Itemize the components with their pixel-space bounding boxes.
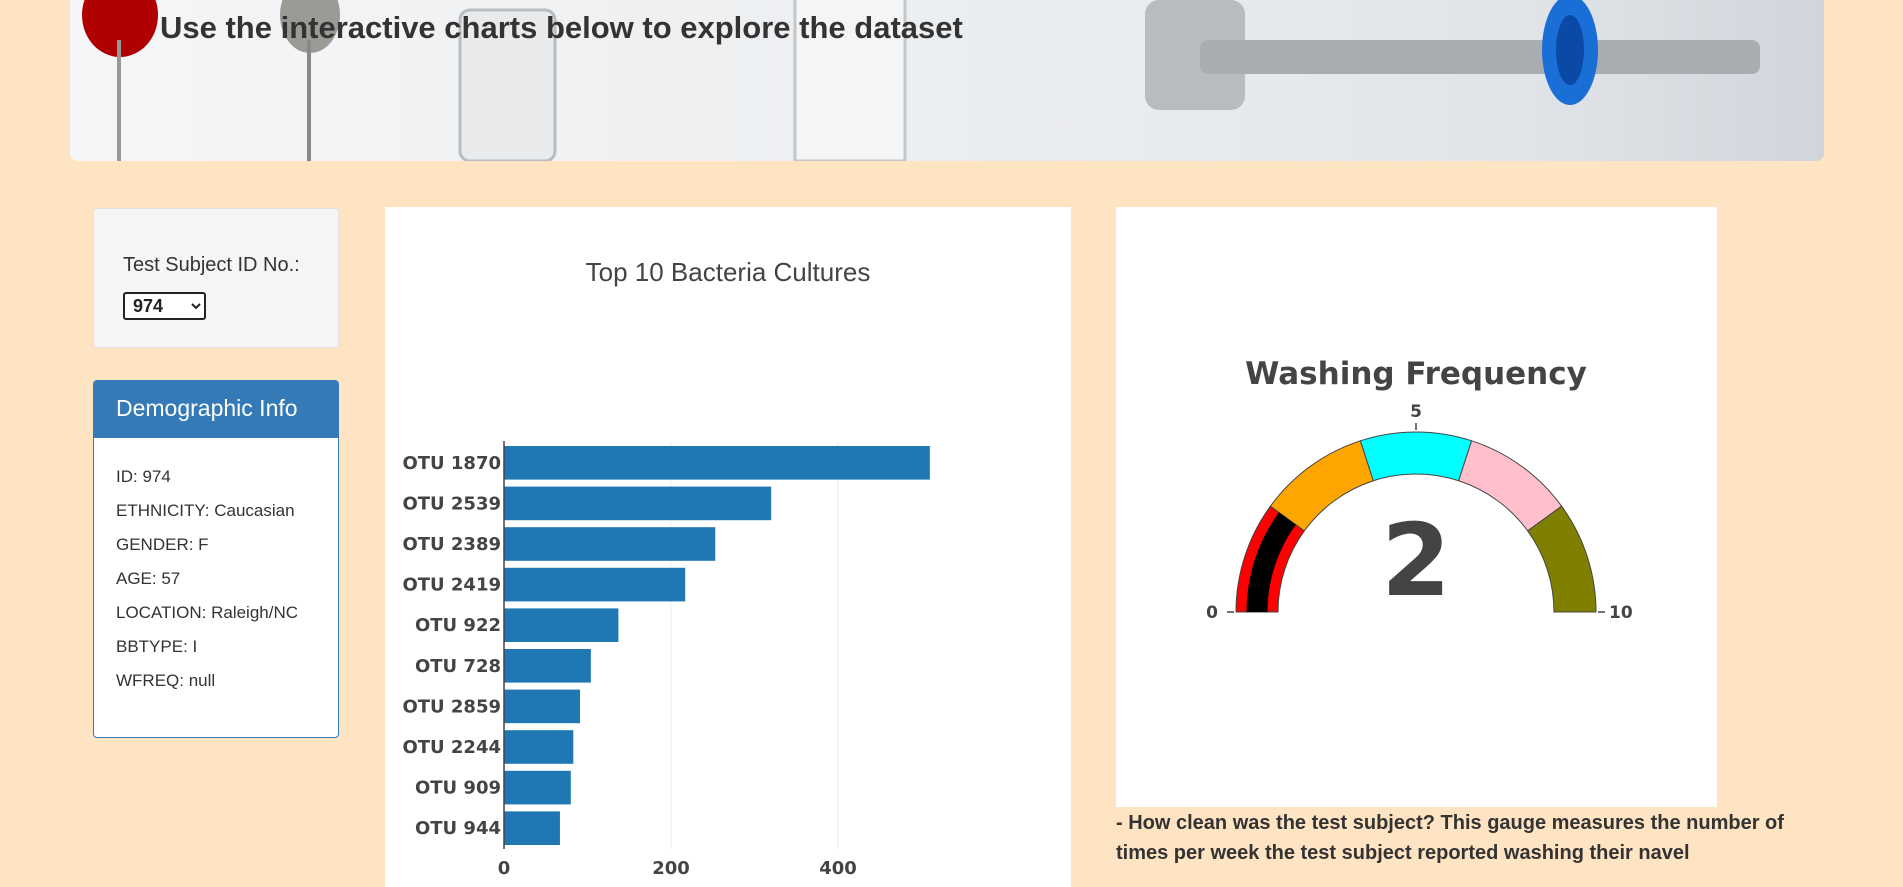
gauge-card: Washing Frequency 5 0 10 2 [1116, 207, 1717, 807]
demographic-bbtype: BBTYPE: I [116, 637, 198, 656]
demographic-gender: GENDER: F [116, 535, 209, 554]
bar[interactable] [504, 567, 686, 602]
gauge-title: Washing Frequency [1245, 356, 1587, 392]
bar-category-label: OTU 944 [415, 818, 501, 839]
gauge-min-label: 0 [1206, 603, 1218, 623]
demographic-panel-title: Demographic Info [94, 381, 338, 438]
gauge-caption: - How clean was the test subject? This g… [1116, 812, 1784, 864]
bar-category-label: OTU 728 [415, 656, 501, 677]
bar[interactable] [504, 689, 580, 724]
subject-selector-panel: Test Subject ID No.: 974 [93, 208, 339, 348]
bar-category-label: OTU 2244 [402, 737, 501, 758]
gauge-value-number: 2 [1381, 502, 1451, 619]
gauge-step [1526, 505, 1597, 613]
demographic-ethnicity: ETHNICITY: Caucasian [116, 501, 295, 520]
bar[interactable] [504, 811, 560, 845]
bar-category-label: OTU 2859 [402, 696, 501, 717]
subject-id-label: Test Subject ID No.: [123, 254, 300, 276]
bar-category-label: OTU 909 [415, 778, 501, 799]
bar-category-label: OTU 1870 [402, 453, 501, 474]
washing-frequency-gauge[interactable]: Washing Frequency 5 0 10 2 [1116, 207, 1717, 807]
bar[interactable] [504, 608, 619, 642]
gauge-value-bar [1246, 512, 1296, 612]
header-banner: Use the interactive charts below to expl… [70, 0, 1824, 161]
bar-chart-title: Top 10 Bacteria Cultures [585, 257, 871, 287]
demographic-age: AGE: 57 [116, 569, 181, 588]
demographic-id: ID: 974 [116, 467, 171, 486]
subject-id-select[interactable]: 974 [123, 292, 206, 320]
bar-category-label: OTU 2539 [402, 493, 501, 514]
bar-category-label: OTU 922 [415, 615, 501, 636]
demographic-wfreq: WFREQ: null [116, 671, 216, 690]
lab-equipment-illustration [82, 0, 1760, 161]
demographic-list: ID: 974 ETHNICITY: Caucasian GENDER: F A… [94, 438, 338, 720]
gauge-value-fill [1246, 512, 1296, 612]
bar[interactable] [504, 649, 591, 683]
demographic-panel: Demographic Info ID: 974 ETHNICITY: Cauc… [93, 380, 339, 738]
page-title: Use the interactive charts below to expl… [160, 10, 963, 45]
bar[interactable] [504, 446, 930, 480]
gauge-mid-label: 5 [1410, 402, 1422, 422]
bar[interactable] [504, 770, 571, 805]
bar-chart[interactable]: OTU 1870 OTU 2539 OTU 2389 OTU 2419 OTU 922 O… [385, 327, 1071, 887]
bar[interactable] [504, 527, 716, 561]
bar-category-label: OTU 2389 [402, 534, 501, 555]
gauge-max-label: 10 [1609, 603, 1633, 623]
demographic-location: LOCATION: Raleigh/NC [116, 603, 299, 622]
bar-category-label: OTU 2419 [402, 575, 501, 596]
bar-chart-card: Top 10 Bacteria Cultures OTU 1870 OTU 253… [385, 207, 1071, 887]
bar[interactable] [504, 486, 772, 521]
gauge-step [1269, 440, 1374, 532]
bar[interactable] [504, 730, 574, 764]
gauge-step [1359, 431, 1473, 482]
